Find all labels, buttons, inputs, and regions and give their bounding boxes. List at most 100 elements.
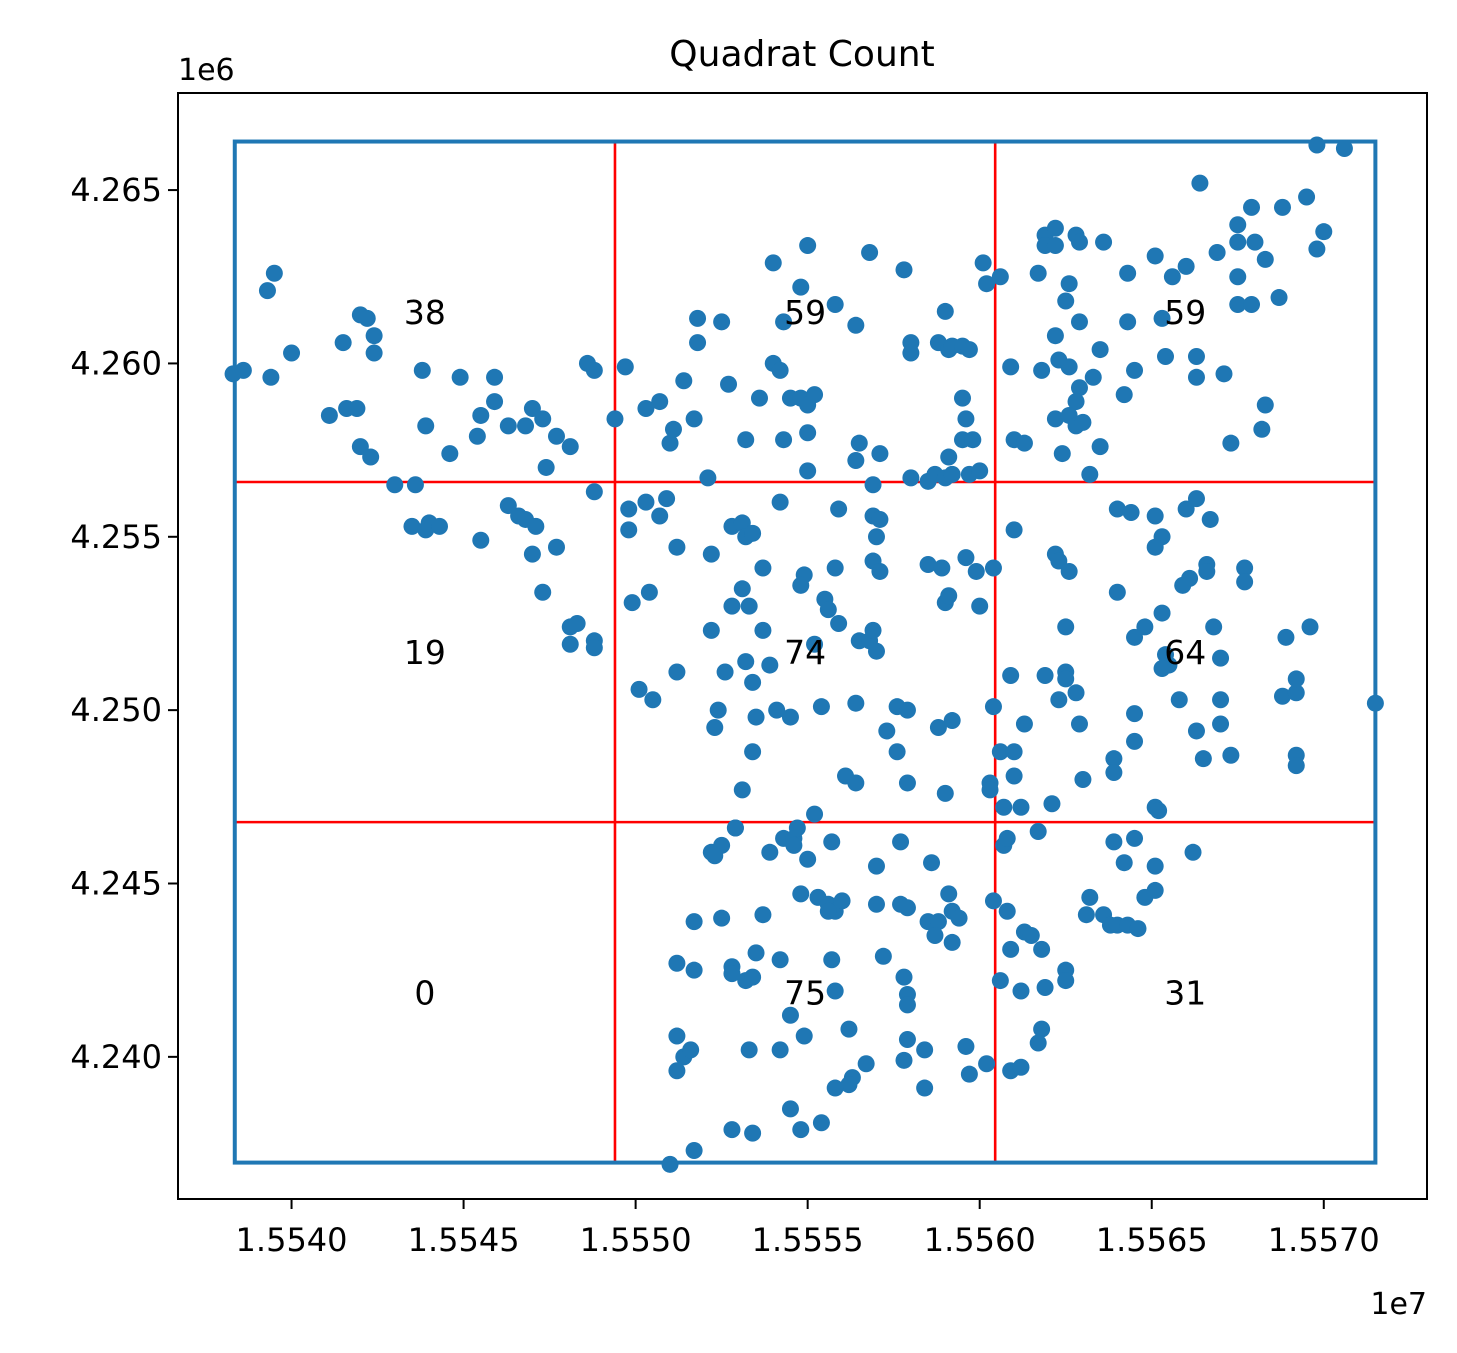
data-point (1287, 757, 1305, 775)
data-point (709, 701, 727, 719)
data-point (984, 698, 1002, 716)
data-point (1236, 573, 1254, 591)
data-point (651, 507, 669, 525)
data-point (792, 576, 810, 594)
data-point (799, 462, 817, 480)
data-point (898, 899, 916, 917)
data-point (830, 500, 848, 518)
data-point (585, 483, 603, 501)
data-point (936, 302, 954, 320)
axes-frame (177, 92, 1428, 1200)
data-point (1119, 313, 1137, 331)
data-point (971, 462, 989, 480)
data-point (892, 833, 910, 851)
axis-ticks: 1.5540 1.5545 1.5550 1.5555 1.5560 1.5565 1.55… (70, 171, 1379, 1259)
data-point (1335, 139, 1353, 157)
data-point (902, 344, 920, 362)
data-point (534, 583, 552, 601)
data-point (1146, 538, 1164, 556)
data-point (1187, 722, 1205, 740)
data-point (916, 1041, 934, 1059)
data-point (1298, 188, 1316, 206)
data-point (668, 538, 686, 556)
data-point (926, 927, 944, 945)
data-point (644, 691, 662, 709)
data-point (940, 587, 958, 605)
data-point (334, 334, 352, 352)
data-point (1060, 275, 1078, 293)
data-point (744, 673, 762, 691)
data-point (630, 680, 648, 698)
data-point (320, 406, 338, 424)
data-point (1029, 264, 1047, 282)
data-point (1022, 927, 1040, 945)
data-point (661, 1155, 679, 1173)
data-point (806, 805, 824, 823)
data-point (991, 743, 1009, 761)
data-point (771, 493, 789, 511)
data-point (1229, 268, 1247, 286)
data-point (898, 1031, 916, 1049)
data-point (771, 361, 789, 379)
data-point (1081, 465, 1099, 483)
data-point (995, 798, 1013, 816)
data-point (1308, 136, 1326, 154)
data-point (781, 1100, 799, 1118)
data-point (1050, 552, 1068, 570)
data-point (747, 944, 765, 962)
x-tick-label: 1.5550 (580, 1221, 692, 1259)
data-point (1187, 490, 1205, 508)
quadrat-count-label: 0 (414, 973, 435, 1012)
data-point (668, 1062, 686, 1080)
data-point (740, 597, 758, 615)
data-point (867, 528, 885, 546)
data-point (1067, 393, 1085, 411)
data-point (819, 902, 837, 920)
data-point (1060, 562, 1078, 580)
data-point (620, 521, 638, 539)
data-point (960, 341, 978, 359)
data-point (1126, 705, 1144, 723)
data-point (1146, 247, 1164, 265)
x-axis-offset-label: 1e7 (1370, 1287, 1427, 1322)
data-point (964, 431, 982, 449)
data-point (826, 295, 844, 313)
data-point (1187, 368, 1205, 386)
data-point (1191, 174, 1209, 192)
data-point (561, 635, 579, 653)
data-point (1273, 198, 1291, 216)
data-point (262, 368, 280, 386)
data-point (640, 583, 658, 601)
data-point (1015, 715, 1033, 733)
data-point (1201, 510, 1219, 528)
data-point (1177, 257, 1195, 275)
data-point (1005, 743, 1023, 761)
data-point (365, 327, 383, 345)
data-point (527, 517, 545, 535)
data-point (733, 781, 751, 799)
data-point (1153, 309, 1171, 327)
data-point (1208, 243, 1226, 261)
data-point (1095, 233, 1113, 251)
data-point (472, 531, 490, 549)
data-point (1084, 368, 1102, 386)
data-point (781, 1006, 799, 1024)
data-point (764, 254, 782, 272)
data-point (812, 1114, 830, 1132)
y-tick-label: 4.240 (70, 1038, 162, 1076)
data-point (616, 358, 634, 376)
data-point (1222, 746, 1240, 764)
data-point (234, 361, 252, 379)
data-point (775, 313, 793, 331)
data-point (733, 580, 751, 598)
data-point (768, 701, 786, 719)
quadrat-count-label: 64 (1164, 633, 1206, 672)
data-point (706, 847, 724, 865)
data-point (1212, 691, 1230, 709)
data-point (864, 476, 882, 494)
data-point (1015, 434, 1033, 452)
data-point (799, 237, 817, 255)
quadrat-count-label: 19 (404, 633, 446, 672)
data-point (1057, 670, 1075, 688)
data-point (348, 400, 366, 418)
